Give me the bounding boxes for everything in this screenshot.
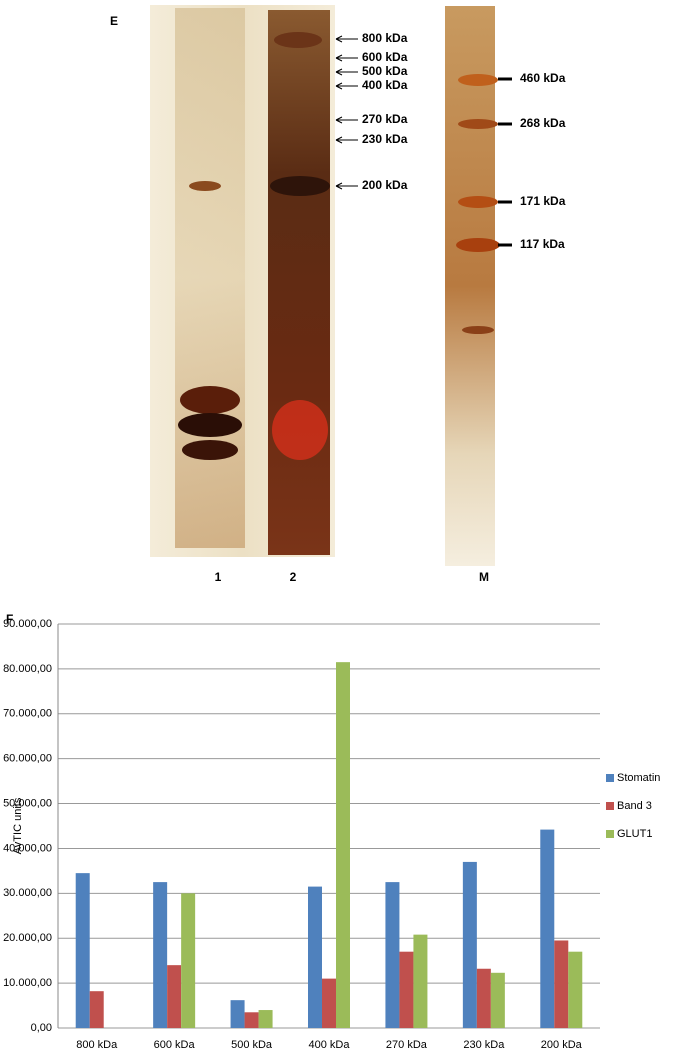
marker-label: 200 kDa: [362, 178, 408, 192]
bar: [75, 873, 90, 1028]
y-tick-label: 0,00: [31, 1022, 52, 1034]
bar: [153, 882, 168, 1028]
marker-label: 230 kDa: [362, 132, 408, 146]
lane-label: M: [479, 570, 489, 584]
legend-swatch: [606, 830, 614, 838]
bar: [476, 968, 491, 1028]
bar: [490, 972, 505, 1028]
y-tick-label: 50.000,00: [3, 797, 52, 809]
x-tick-label: 400 kDa: [309, 1039, 351, 1051]
bar: [413, 934, 428, 1028]
bar: [244, 1012, 259, 1028]
bar: [462, 861, 477, 1028]
panel-label: E: [110, 14, 118, 28]
bar: [568, 951, 583, 1028]
y-tick-label: 80.000,00: [3, 663, 52, 675]
x-tick-label: 200 kDa: [541, 1039, 583, 1051]
marker-label: 800 kDa: [362, 31, 408, 45]
arrow-head: [335, 182, 343, 190]
y-tick-label: 60.000,00: [3, 753, 52, 765]
legend-label: GLUT1: [617, 828, 652, 840]
y-axis-title: AvTIC units: [12, 797, 24, 854]
legend-label: Band 3: [617, 800, 652, 812]
x-tick-label: 600 kDa: [154, 1039, 196, 1051]
marker-label: 268 kDa: [520, 116, 566, 130]
bar: [230, 1000, 245, 1028]
arrow-head: [335, 35, 343, 43]
lane-label: 1: [215, 570, 222, 584]
arrow-head: [335, 54, 343, 62]
bar: [181, 893, 196, 1028]
bar: [167, 965, 182, 1028]
marker-label: 400 kDa: [362, 78, 408, 92]
y-tick-label: 70.000,00: [3, 708, 52, 720]
arrow-head: [335, 136, 343, 144]
chart: 0,00 10.000,00 20.000,00 30.000,00 40.000,00…: [3, 618, 660, 1051]
marker-label: 500 kDa: [362, 64, 408, 78]
bar: [554, 940, 569, 1028]
x-tick-label: 230 kDa: [463, 1039, 505, 1051]
bar: [89, 991, 104, 1028]
legend-label: Stomatin: [617, 772, 660, 784]
x-tick-label: 270 kDa: [386, 1039, 428, 1051]
bar: [258, 1010, 273, 1028]
marker-label: 460 kDa: [520, 71, 566, 85]
legend-swatch: [606, 802, 614, 810]
legend-swatch: [606, 774, 614, 782]
y-tick-label: 10.000,00: [3, 977, 52, 989]
marker-label: 117 kDa: [520, 237, 565, 251]
bar: [336, 662, 350, 1028]
marker-label: 270 kDa: [362, 112, 408, 126]
lane-label: 2: [290, 570, 297, 584]
y-tick-label: 30.000,00: [3, 887, 52, 899]
x-tick-label: 800 kDa: [76, 1039, 118, 1051]
y-tick-label: 90.000,00: [3, 618, 52, 630]
panel-label: F: [6, 612, 13, 626]
arrow-head: [335, 116, 343, 124]
y-tick-label: 20.000,00: [3, 932, 52, 944]
marker-label: 171 kDa: [520, 194, 566, 208]
marker-label: 600 kDa: [362, 50, 408, 64]
arrow-head: [335, 68, 343, 76]
x-tick-label: 500 kDa: [231, 1039, 273, 1051]
bar: [385, 882, 400, 1028]
bar: [540, 829, 555, 1028]
arrow-head: [335, 82, 343, 90]
bar: [322, 978, 336, 1028]
bar: [308, 886, 322, 1028]
y-tick-label: 40.000,00: [3, 842, 52, 854]
bar: [399, 951, 414, 1028]
gel-image: [150, 5, 500, 566]
